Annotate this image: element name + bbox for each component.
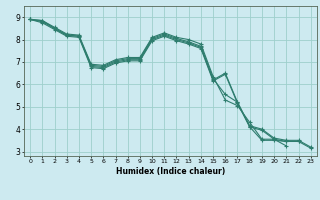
X-axis label: Humidex (Indice chaleur): Humidex (Indice chaleur)	[116, 167, 225, 176]
